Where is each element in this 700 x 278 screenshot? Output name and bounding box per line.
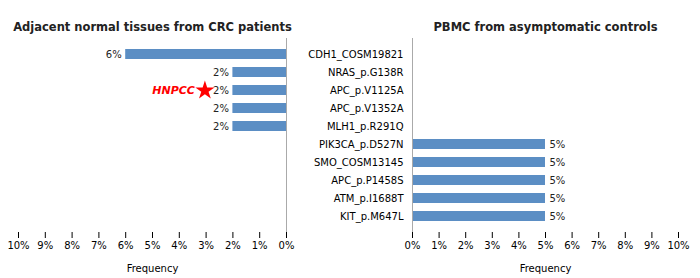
svg-text:5%: 5% xyxy=(550,193,566,204)
svg-text:2%: 2% xyxy=(225,240,241,251)
svg-text:4%: 4% xyxy=(511,240,527,251)
svg-text:7%: 7% xyxy=(591,240,607,251)
svg-text:10%: 10% xyxy=(7,240,29,251)
svg-text:8%: 8% xyxy=(64,240,80,251)
svg-text:5%: 5% xyxy=(145,240,161,251)
svg-text:Frequency: Frequency xyxy=(127,263,179,274)
svg-text:5%: 5% xyxy=(550,175,566,186)
svg-text:5%: 5% xyxy=(538,240,554,251)
svg-text:2%: 2% xyxy=(213,103,229,114)
svg-text:APC_p.P1458S: APC_p.P1458S xyxy=(331,175,403,187)
svg-text:4%: 4% xyxy=(171,240,187,251)
svg-text:6%: 6% xyxy=(564,240,580,251)
svg-text:1%: 1% xyxy=(252,240,268,251)
svg-text:CDH1_COSM19821: CDH1_COSM19821 xyxy=(308,49,403,61)
svg-text:6%: 6% xyxy=(118,240,134,251)
svg-text:1%: 1% xyxy=(431,240,447,251)
svg-text:9%: 9% xyxy=(644,240,660,251)
svg-text:2%: 2% xyxy=(458,240,474,251)
svg-text:7%: 7% xyxy=(91,240,107,251)
svg-text:6%: 6% xyxy=(106,49,122,60)
svg-text:PBMC from asymptomatic control: PBMC from asymptomatic controls xyxy=(433,20,657,34)
svg-text:MLH1_p.R291Q: MLH1_p.R291Q xyxy=(327,121,404,133)
svg-text:Adjacent normal tissues from C: Adjacent normal tissues from CRC patient… xyxy=(13,20,292,34)
svg-text:APC_p.V1125A: APC_p.V1125A xyxy=(330,85,404,97)
svg-text:5%: 5% xyxy=(550,139,566,150)
svg-text:2%: 2% xyxy=(213,121,229,132)
svg-text:3%: 3% xyxy=(484,240,500,251)
svg-text:2%: 2% xyxy=(213,85,229,96)
svg-text:ATM_p.I1688T: ATM_p.I1688T xyxy=(334,193,405,205)
svg-text:8%: 8% xyxy=(617,240,633,251)
svg-text:HNPCC: HNPCC xyxy=(152,84,195,97)
svg-text:APC_p.V1352A: APC_p.V1352A xyxy=(330,103,404,115)
svg-text:0%: 0% xyxy=(279,240,295,251)
svg-text:NRAS_p.G138R: NRAS_p.G138R xyxy=(328,67,404,79)
svg-text:9%: 9% xyxy=(37,240,53,251)
svg-text:10%: 10% xyxy=(667,240,689,251)
svg-text:Frequency: Frequency xyxy=(520,263,572,274)
svg-text:KIT_p.M647L: KIT_p.M647L xyxy=(340,211,404,223)
svg-text:5%: 5% xyxy=(550,211,566,222)
svg-text:5%: 5% xyxy=(550,157,566,168)
svg-text:SMO_COSM13145: SMO_COSM13145 xyxy=(314,157,404,169)
svg-text:2%: 2% xyxy=(213,67,229,78)
svg-text:0%: 0% xyxy=(405,240,421,251)
svg-text:3%: 3% xyxy=(198,240,214,251)
svg-text:PIK3CA_p.D527N: PIK3CA_p.D527N xyxy=(319,139,404,151)
